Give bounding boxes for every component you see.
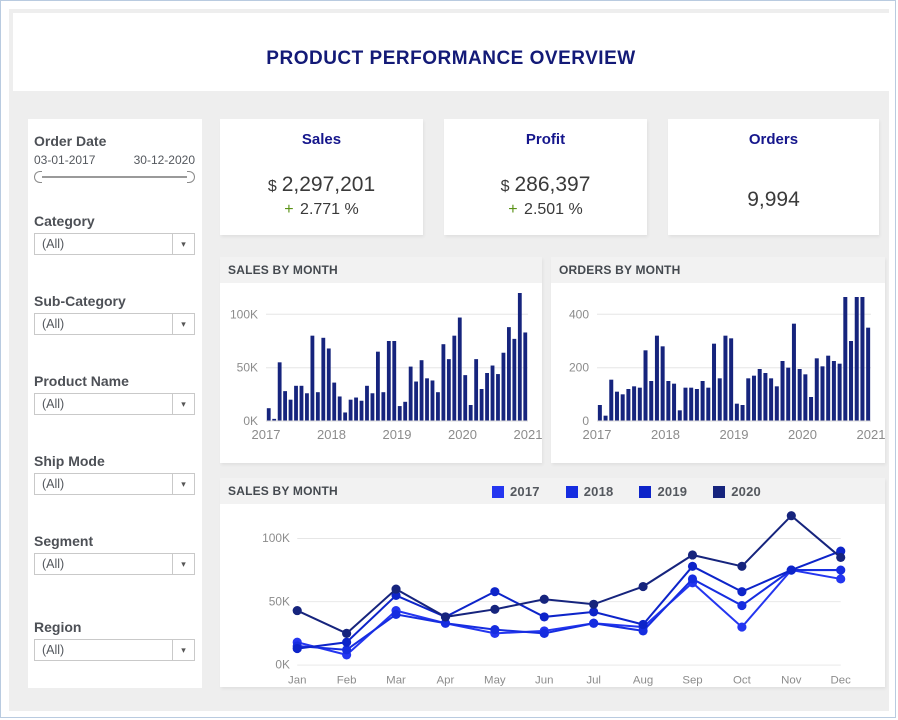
svg-text:2019: 2019 xyxy=(720,427,749,442)
svg-text:0: 0 xyxy=(582,414,589,428)
svg-text:50K: 50K xyxy=(269,594,290,608)
svg-text:Apr: Apr xyxy=(437,674,455,686)
svg-text:50K: 50K xyxy=(237,361,258,375)
svg-text:Aug: Aug xyxy=(633,674,653,686)
svg-text:Sep: Sep xyxy=(682,674,702,686)
svg-text:May: May xyxy=(484,674,506,686)
svg-text:100K: 100K xyxy=(230,307,258,321)
svg-text:0K: 0K xyxy=(243,414,258,428)
svg-text:2021: 2021 xyxy=(514,427,542,442)
svg-text:2021: 2021 xyxy=(857,427,885,442)
svg-text:Feb: Feb xyxy=(337,674,357,686)
svg-text:Nov: Nov xyxy=(781,674,802,686)
svg-text:400: 400 xyxy=(569,307,589,321)
svg-text:2017: 2017 xyxy=(583,427,612,442)
svg-text:Jan: Jan xyxy=(288,674,306,686)
svg-text:2020: 2020 xyxy=(448,427,477,442)
svg-text:2019: 2019 xyxy=(383,427,412,442)
svg-text:0K: 0K xyxy=(275,658,290,672)
svg-text:Jul: Jul xyxy=(586,674,601,686)
svg-text:2018: 2018 xyxy=(651,427,680,442)
svg-text:Oct: Oct xyxy=(733,674,752,686)
svg-text:100K: 100K xyxy=(262,531,290,545)
svg-text:Jun: Jun xyxy=(535,674,553,686)
svg-text:Mar: Mar xyxy=(386,674,406,686)
svg-text:200: 200 xyxy=(569,361,589,375)
svg-text:2018: 2018 xyxy=(317,427,346,442)
svg-text:Dec: Dec xyxy=(831,674,852,686)
svg-text:2017: 2017 xyxy=(252,427,281,442)
svg-text:2020: 2020 xyxy=(788,427,817,442)
